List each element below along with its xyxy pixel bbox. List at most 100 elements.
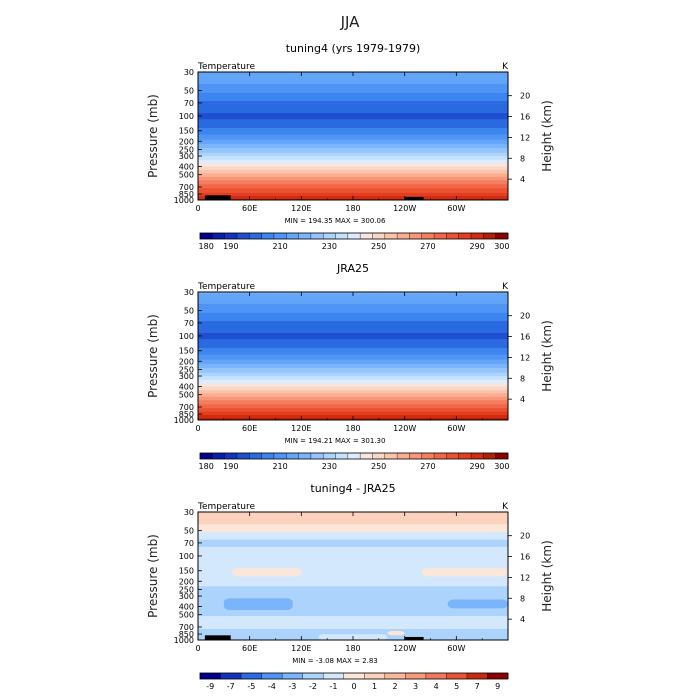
contour-band bbox=[198, 369, 508, 372]
contour-band bbox=[198, 159, 508, 162]
colorbar-swatch bbox=[495, 233, 509, 239]
y-tick-label: 70 bbox=[184, 539, 194, 548]
colorbar-swatch bbox=[212, 233, 225, 239]
contour-band bbox=[198, 366, 508, 369]
topography-mask bbox=[404, 196, 424, 200]
colorbar-swatch bbox=[200, 233, 213, 239]
contour-band bbox=[198, 195, 508, 197]
contour-band bbox=[198, 409, 508, 412]
contour-band bbox=[198, 396, 508, 399]
colorbar-label: 210 bbox=[272, 462, 287, 471]
contour-band bbox=[198, 90, 508, 93]
contour-band bbox=[198, 334, 508, 337]
contour-patch bbox=[223, 598, 293, 611]
colorbar-swatch bbox=[384, 453, 398, 459]
colorbar-label: 230 bbox=[322, 462, 337, 471]
colorbar-label: 190 bbox=[223, 462, 238, 471]
colorbar-swatch bbox=[298, 453, 312, 459]
colorbar-swatch bbox=[347, 453, 361, 459]
x-tick-label: 120W bbox=[393, 204, 416, 213]
contour-band bbox=[198, 132, 508, 135]
contour-band bbox=[198, 333, 508, 336]
contour-band bbox=[198, 326, 508, 329]
colorbar-swatch bbox=[261, 233, 275, 239]
contour-band bbox=[198, 121, 508, 124]
min-max-label: MIN = 194.35 MAX = 300.06 bbox=[285, 217, 386, 225]
colorbar-swatch bbox=[224, 233, 238, 239]
contour-band bbox=[198, 102, 508, 105]
contour-band bbox=[198, 348, 508, 350]
colorbar-label: 7 bbox=[475, 682, 480, 691]
contour-band bbox=[198, 384, 508, 386]
contour-band bbox=[198, 320, 508, 322]
contour-band bbox=[198, 307, 508, 310]
contour-band bbox=[198, 390, 508, 392]
contour-band bbox=[198, 380, 508, 383]
colorbar-swatch bbox=[282, 673, 303, 679]
contour-band bbox=[198, 351, 508, 354]
contour-band bbox=[198, 414, 508, 416]
colorbar-label: 270 bbox=[420, 462, 435, 471]
unit-label: K bbox=[502, 502, 509, 512]
contour-band bbox=[198, 315, 508, 317]
height-tick-label: 16 bbox=[520, 553, 530, 562]
y-tick-label: 400 bbox=[179, 603, 194, 612]
unit-label: K bbox=[502, 62, 509, 72]
contour-band bbox=[198, 370, 508, 373]
contour-band bbox=[198, 377, 508, 380]
colorbar-label: -7 bbox=[227, 682, 235, 691]
contour-band bbox=[198, 150, 508, 153]
contour-band bbox=[198, 129, 508, 132]
contour-band bbox=[198, 321, 508, 323]
colorbar-swatch bbox=[200, 673, 221, 679]
contour-band bbox=[198, 539, 508, 548]
contour-patch bbox=[447, 599, 508, 609]
contour-band bbox=[198, 381, 508, 383]
contour-band bbox=[198, 188, 508, 190]
contour-band bbox=[198, 75, 508, 78]
x-tick-label: 120W bbox=[393, 424, 416, 433]
contour-band bbox=[198, 340, 508, 342]
contour-band bbox=[198, 77, 508, 80]
contour-band bbox=[198, 164, 508, 167]
colorbar-swatch bbox=[405, 673, 427, 679]
contour-band bbox=[198, 356, 508, 358]
x-tick-label: 60E bbox=[242, 644, 257, 653]
min-max-label: MIN = -3.08 MAX = 2.83 bbox=[292, 657, 378, 665]
contour-band bbox=[198, 106, 508, 109]
contour-band bbox=[198, 120, 508, 122]
contour-band bbox=[198, 412, 508, 415]
colorbar-label: 2 bbox=[393, 682, 398, 691]
colorbar-label: 230 bbox=[322, 242, 337, 251]
contour-band bbox=[198, 342, 508, 345]
x-tick-label: 180 bbox=[345, 424, 360, 433]
contour-band bbox=[198, 169, 508, 171]
contour-band bbox=[198, 374, 508, 377]
contour-band bbox=[198, 358, 508, 361]
y-tick-label: 70 bbox=[184, 99, 194, 108]
colorbar-swatch bbox=[458, 233, 472, 239]
contour-band bbox=[198, 139, 508, 141]
contour-band bbox=[198, 82, 508, 85]
colorbar-frame bbox=[199, 672, 509, 680]
contour-band bbox=[198, 339, 508, 341]
height-tick-label: 4 bbox=[520, 175, 525, 184]
contour-band bbox=[198, 321, 508, 324]
height-tick-label: 20 bbox=[520, 92, 530, 101]
contour-band bbox=[198, 178, 508, 180]
contour-band bbox=[198, 189, 508, 192]
contour-band bbox=[198, 180, 508, 182]
contour-band bbox=[198, 101, 508, 104]
contour-band bbox=[198, 392, 508, 394]
colorbar-label: 9 bbox=[495, 682, 500, 691]
colorbar-swatch bbox=[421, 453, 435, 459]
field-fill bbox=[198, 512, 508, 640]
contour-band bbox=[198, 295, 508, 298]
y-tick-label: 100 bbox=[179, 332, 194, 341]
colorbar-swatch bbox=[273, 233, 287, 239]
contour-band bbox=[198, 297, 508, 300]
contour-band bbox=[198, 355, 508, 357]
contour-band bbox=[198, 85, 508, 88]
contour-band bbox=[198, 391, 508, 393]
y-tick-label: 100 bbox=[179, 552, 194, 561]
